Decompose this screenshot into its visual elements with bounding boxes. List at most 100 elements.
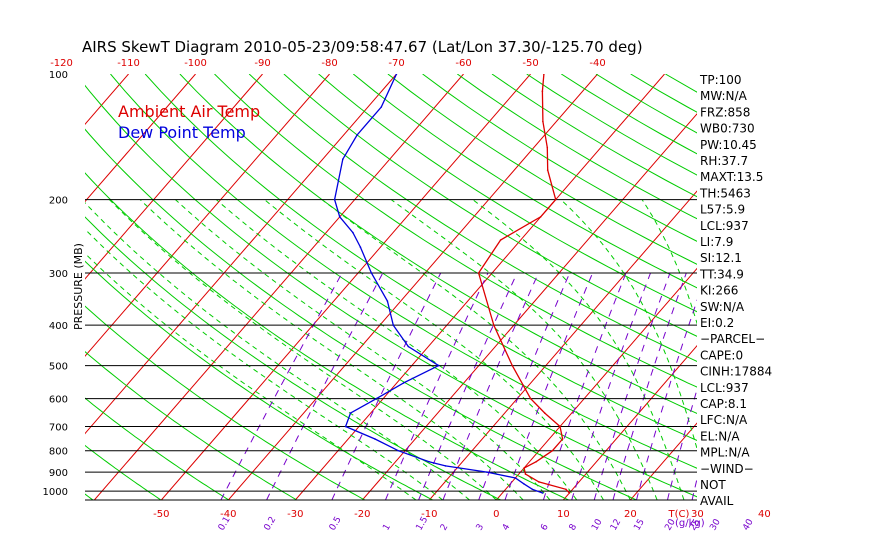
moist-adiabat-line — [641, 199, 697, 325]
index-entry: AVAIL — [700, 494, 734, 508]
isotherm-line — [93, 74, 464, 500]
moist-adiabat-line — [215, 199, 578, 500]
top-temp-tick: -90 — [254, 58, 270, 69]
pressure-tick-label: 500 — [49, 362, 68, 373]
index-entry: LI:7.9 — [700, 235, 733, 249]
mixing-ratio-label: 4 — [501, 522, 513, 532]
dry-adiabat-line — [318, 74, 697, 313]
mixing-ratio-line — [220, 272, 343, 500]
pressure-tick-label: 100 — [49, 70, 68, 81]
bottom-temp-tick: 10 — [557, 509, 570, 520]
isotherm-line — [294, 74, 665, 500]
bottom-temp-tick: -10 — [421, 509, 437, 520]
index-entry: CAPE:0 — [700, 348, 743, 362]
isotherm-line — [85, 74, 196, 203]
index-entry: RH:37.7 — [700, 154, 748, 168]
temperature-point — [529, 397, 532, 400]
mixing-ratio-label: 40 — [741, 517, 756, 532]
pressure-tick-label: 600 — [49, 395, 68, 406]
moist-adiabat-line — [85, 252, 417, 500]
moist-adiabat-line — [109, 199, 497, 500]
moist-adiabat-lines — [85, 199, 697, 500]
temperature-point — [499, 239, 502, 241]
temperature-point — [477, 272, 480, 274]
dewpoint-point — [342, 158, 344, 160]
isotherm-line — [764, 74, 870, 500]
dewpoint-point — [338, 216, 341, 218]
profile-series — [333, 74, 571, 494]
index-entry: EI:0.2 — [700, 316, 734, 330]
temperature-point — [493, 324, 495, 327]
mixing-ratio-label: 1 — [381, 523, 393, 533]
mixing-ratio-line — [542, 272, 627, 500]
temperature-point — [511, 364, 514, 367]
dewpoint-point — [392, 324, 395, 327]
bottom-temp-tick: -40 — [220, 509, 236, 520]
top-temp-tick: -110 — [117, 58, 140, 69]
index-entry: MW:N/A — [700, 89, 748, 103]
dry-adiabat-line — [804, 74, 870, 500]
temperature-point — [523, 467, 525, 469]
temperature-point — [542, 120, 544, 123]
temp-unit-label: T(C) — [668, 509, 690, 520]
temperature-point — [544, 412, 546, 414]
index-entry: CINH:17884 — [700, 365, 772, 379]
index-entry: KI:266 — [700, 284, 738, 298]
dry-adiabat-line — [85, 260, 433, 500]
temperature-point — [535, 460, 537, 463]
dry-adiabat-line — [110, 74, 697, 469]
dewpoint-point — [333, 198, 336, 201]
dewpoint-point — [370, 272, 373, 274]
index-entry: MPL:N/A — [700, 446, 750, 460]
dewpoint-profile — [333, 74, 543, 494]
top-temp-tick: -80 — [321, 58, 337, 69]
isotherm-line — [85, 74, 129, 126]
index-entry: LCL:937 — [700, 219, 749, 233]
temperature-point — [524, 473, 527, 475]
chart-title: AIRS SkewT Diagram 2010-05-23/09:58:47.6… — [82, 38, 643, 56]
dewpoint-point — [375, 397, 378, 400]
bottom-temp-tick: 40 — [758, 509, 771, 520]
temperature-point — [538, 481, 540, 483]
dry-adiabat-line — [214, 74, 697, 388]
pressure-tick-label: 800 — [49, 447, 68, 458]
isotherm-line — [562, 345, 697, 500]
index-entry: TH:5463 — [699, 186, 751, 200]
dry-adiabat-line — [769, 74, 870, 500]
bottom-temp-tick: -20 — [354, 509, 370, 520]
dry-adiabat-line — [85, 351, 298, 500]
mixing-ratio-line — [636, 299, 697, 500]
pressure-tick-label: 200 — [49, 196, 68, 207]
index-entry: EL:N/A — [700, 429, 740, 443]
isotherm-line — [85, 74, 397, 435]
isotherm-line — [0, 74, 62, 500]
mixing-ratio-line — [593, 272, 671, 500]
mixing-ratio-lines — [220, 272, 697, 500]
dry-adiabat-line — [85, 128, 637, 500]
bottom-temp-tick: -50 — [153, 509, 169, 520]
index-entry: −PARCEL− — [700, 332, 765, 346]
dewpoint-point — [386, 300, 389, 302]
moist-adiabat-line — [390, 199, 658, 500]
dewpoint-point — [397, 449, 400, 452]
temperature-point — [568, 492, 571, 494]
top-temp-tick: -60 — [455, 58, 471, 69]
bottom-temp-tick: 30 — [691, 509, 704, 520]
index-entry: NOT — [700, 478, 726, 492]
dewpoint-point — [523, 483, 525, 485]
index-entry: WB0:730 — [700, 122, 755, 136]
mixing-ratio-label: 30 — [708, 517, 723, 532]
mixing-ratio-line — [571, 272, 651, 500]
index-entry: MAXT:13.5 — [700, 170, 763, 184]
mixing-ratio-label: 25 — [688, 518, 702, 533]
index-entry: LCL:937 — [700, 381, 749, 395]
top-temp-tick: -50 — [522, 58, 538, 69]
legend-dewpoint: Dew Point Temp — [118, 123, 246, 142]
legend-temp: Ambient Air Temp — [118, 102, 260, 121]
mixing-ratio-label: 2 — [439, 523, 451, 533]
temperature-point — [551, 449, 554, 452]
moist-adiabat-line — [85, 228, 444, 500]
top-temp-tick: -120 — [50, 58, 73, 69]
indices-panel: TP:100 MW:N/A FRZ:858 WB0:730 PW:10.45 RH:37.… — [699, 73, 772, 508]
temperature-point — [554, 198, 557, 201]
